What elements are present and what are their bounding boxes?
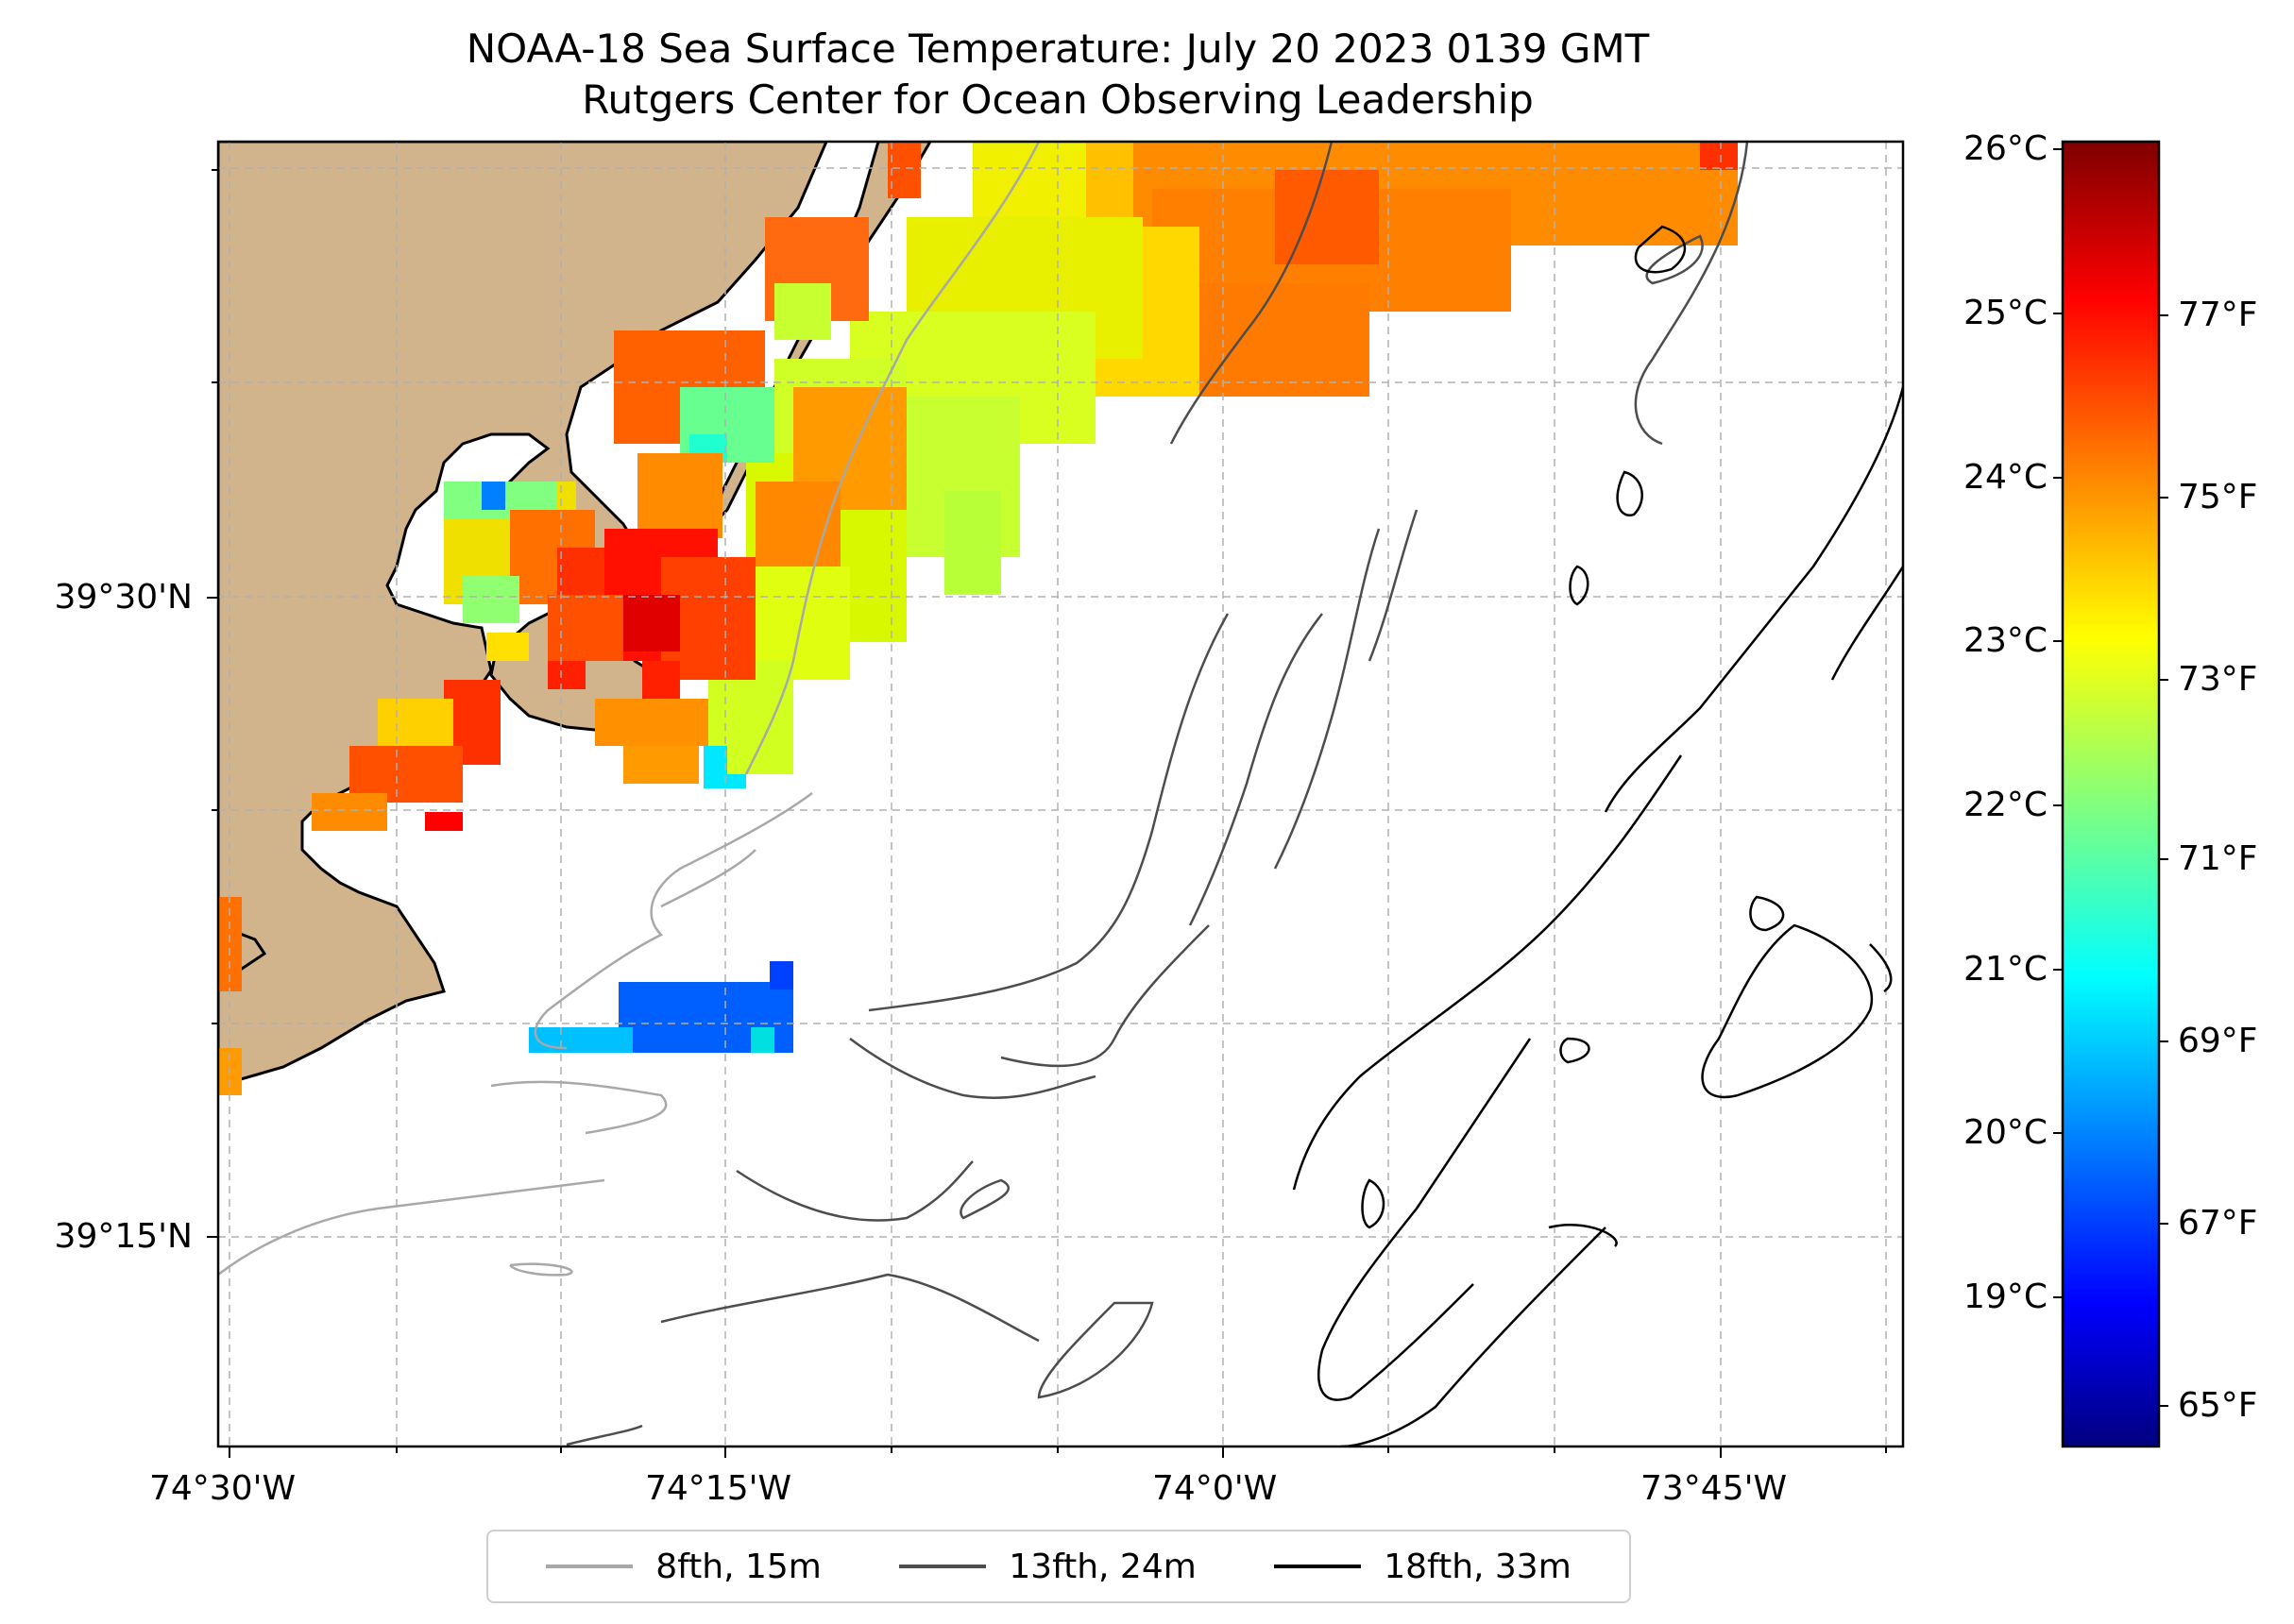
contour-legend: 8fth, 15m 13fth, 24m 18fth, 33m [486,1530,1631,1603]
celsius-tick-label: 20°C [1963,1113,2048,1152]
legend-label: 8fth, 15m [655,1547,822,1586]
map-title: NOAA-18 Sea Surface Temperature: July 20… [466,25,1650,72]
celsius-tick-label: 21°C [1963,950,2048,989]
colorbar-ticks [2053,148,2168,1407]
legend-line-13fth [899,1565,987,1568]
lat-tick-label: 39°15'N [54,1217,193,1256]
fahrenheit-tick-label: 71°F [2178,839,2258,878]
celsius-tick-label: 25°C [1963,294,2048,332]
lon-tick-label: 74°0'W [1152,1469,1278,1508]
legend-line-18fth [1274,1565,1362,1568]
plot-frame [216,140,1905,1448]
legend-line-8fth [546,1565,634,1568]
fahrenheit-tick-label: 67°F [2178,1204,2258,1243]
legend-item: 8fth, 15m [546,1548,822,1586]
map-subtitle: Rutgers Center for Ocean Observing Leade… [582,76,1534,123]
fahrenheit-tick-label: 65°F [2178,1386,2258,1425]
fahrenheit-tick-label: 73°F [2178,660,2258,699]
celsius-tick-label: 22°C [1963,786,2048,824]
celsius-tick-label: 23°C [1963,621,2048,660]
legend-item: 18fth, 33m [1274,1548,1572,1586]
fahrenheit-tick-label: 77°F [2178,296,2258,334]
colorbar [2061,140,2161,1448]
lon-tick-label: 74°15'W [645,1469,792,1508]
celsius-tick-label: 26°C [1963,129,2048,168]
sst-raster [218,142,1738,1095]
bathymetry-contours [218,142,1903,1446]
fahrenheit-tick-label: 75°F [2178,478,2258,516]
map-area [218,142,1903,1446]
lon-tick-label: 74°30'W [149,1469,297,1508]
lon-tick-label: 73°45'W [1640,1469,1788,1508]
axis-ticks [207,169,1887,1458]
lat-tick-label: 39°30'N [54,578,193,617]
grid-lines [218,142,1903,1446]
celsius-tick-label: 19°C [1963,1277,2048,1316]
legend-label: 13fth, 24m [1009,1547,1197,1586]
legend-item: 13fth, 24m [899,1548,1197,1586]
fahrenheit-tick-label: 69°F [2178,1022,2258,1060]
celsius-tick-label: 24°C [1963,458,2048,497]
legend-label: 18fth, 33m [1384,1547,1572,1586]
